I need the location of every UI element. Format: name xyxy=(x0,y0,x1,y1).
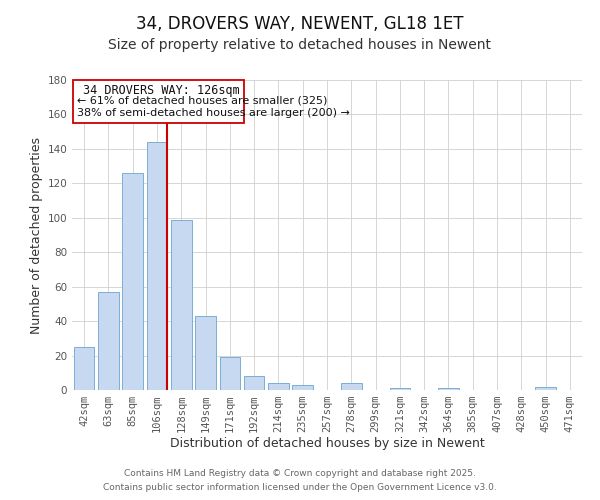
Bar xyxy=(268,383,289,390)
Bar xyxy=(195,316,216,390)
Bar xyxy=(438,388,459,390)
Bar xyxy=(244,376,265,390)
Bar xyxy=(122,173,143,390)
Text: 34, DROVERS WAY, NEWENT, GL18 1ET: 34, DROVERS WAY, NEWENT, GL18 1ET xyxy=(136,15,464,33)
Bar xyxy=(98,292,119,390)
Bar xyxy=(341,383,362,390)
Text: ← 61% of detached houses are smaller (325): ← 61% of detached houses are smaller (32… xyxy=(77,96,327,106)
Bar xyxy=(146,142,167,390)
Bar xyxy=(171,220,191,390)
Text: Size of property relative to detached houses in Newent: Size of property relative to detached ho… xyxy=(109,38,491,52)
Y-axis label: Number of detached properties: Number of detached properties xyxy=(30,136,43,334)
Bar xyxy=(535,386,556,390)
FancyBboxPatch shape xyxy=(73,80,244,123)
Bar xyxy=(292,385,313,390)
X-axis label: Distribution of detached houses by size in Newent: Distribution of detached houses by size … xyxy=(170,436,484,450)
Bar xyxy=(220,358,240,390)
Bar xyxy=(389,388,410,390)
Text: 34 DROVERS WAY: 126sqm: 34 DROVERS WAY: 126sqm xyxy=(83,84,239,98)
Text: Contains HM Land Registry data © Crown copyright and database right 2025.: Contains HM Land Registry data © Crown c… xyxy=(124,468,476,477)
Text: 38% of semi-detached houses are larger (200) →: 38% of semi-detached houses are larger (… xyxy=(77,108,350,118)
Text: Contains public sector information licensed under the Open Government Licence v3: Contains public sector information licen… xyxy=(103,484,497,492)
Bar xyxy=(74,347,94,390)
